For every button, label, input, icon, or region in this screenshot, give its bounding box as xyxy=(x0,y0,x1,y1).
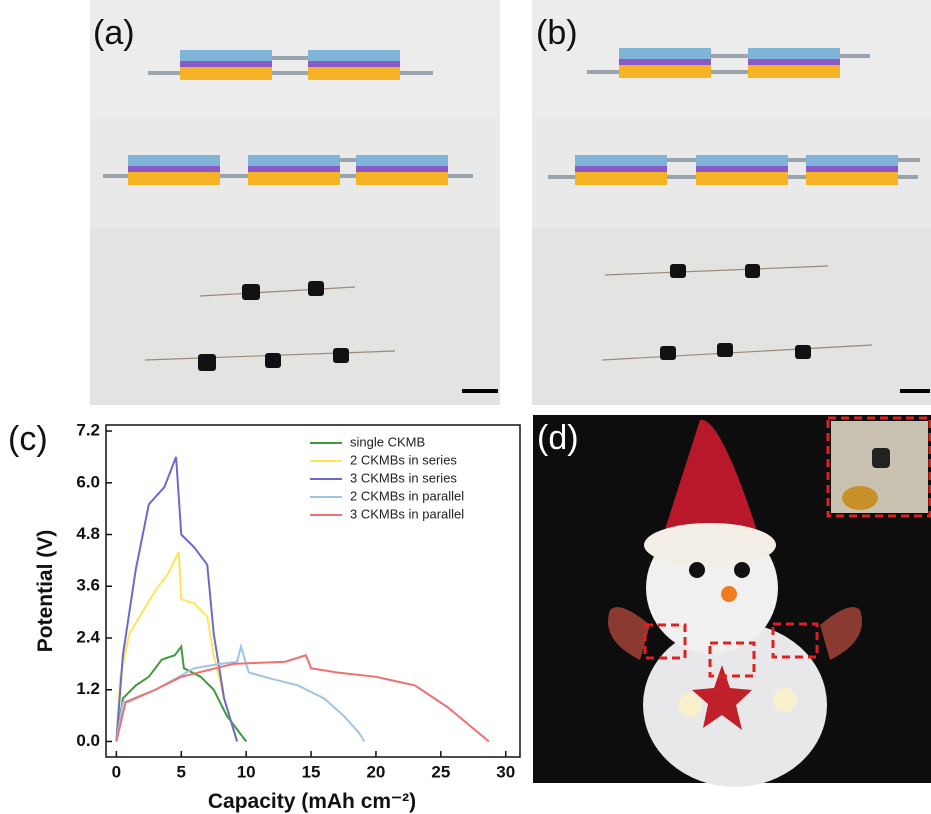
panel-d: (d) xyxy=(533,415,931,787)
x-tick-label: 25 xyxy=(431,762,450,781)
x-tick-label: 10 xyxy=(237,762,256,781)
panel-label: (b) xyxy=(536,14,578,52)
y-tick-label: 2.4 xyxy=(76,627,100,646)
y-tick-label: 1.2 xyxy=(76,679,100,698)
series-line xyxy=(115,644,247,743)
x-tick-label: 0 xyxy=(112,762,121,781)
legend-label: 3 CKMBs in parallel xyxy=(350,506,464,521)
legend-label: 2 CKMBs in series xyxy=(350,452,457,467)
panel-a: (a) xyxy=(90,0,500,405)
series-line xyxy=(115,654,490,743)
panel-label: (a) xyxy=(93,14,135,52)
y-tick-label: 4.8 xyxy=(76,524,100,543)
x-tick-label: 5 xyxy=(177,762,186,781)
y-tick-label: 0.0 xyxy=(76,731,100,750)
y-tick-label: 6.0 xyxy=(76,472,100,491)
y-tick-label: 3.6 xyxy=(76,576,100,595)
x-tick-label: 20 xyxy=(366,762,385,781)
y-tick-label: 7.2 xyxy=(76,421,100,440)
legend-label: 2 CKMBs in parallel xyxy=(350,488,464,503)
panel-label: (c) xyxy=(8,420,48,458)
x-tick-label: 15 xyxy=(302,762,321,781)
panel-label: (d) xyxy=(537,419,579,457)
legend-label: 3 CKMBs in series xyxy=(350,470,457,485)
series-line xyxy=(115,456,239,742)
plot-frame xyxy=(105,424,521,758)
x-axis-label: Capacity (mAh cm⁻²) xyxy=(208,790,416,813)
legend-label: single CKMB xyxy=(350,434,425,449)
panel-b: (b) xyxy=(532,0,931,405)
series-line xyxy=(115,642,366,742)
y-axis-label: Potential (V) xyxy=(34,530,57,653)
x-tick-label: 30 xyxy=(496,762,515,781)
